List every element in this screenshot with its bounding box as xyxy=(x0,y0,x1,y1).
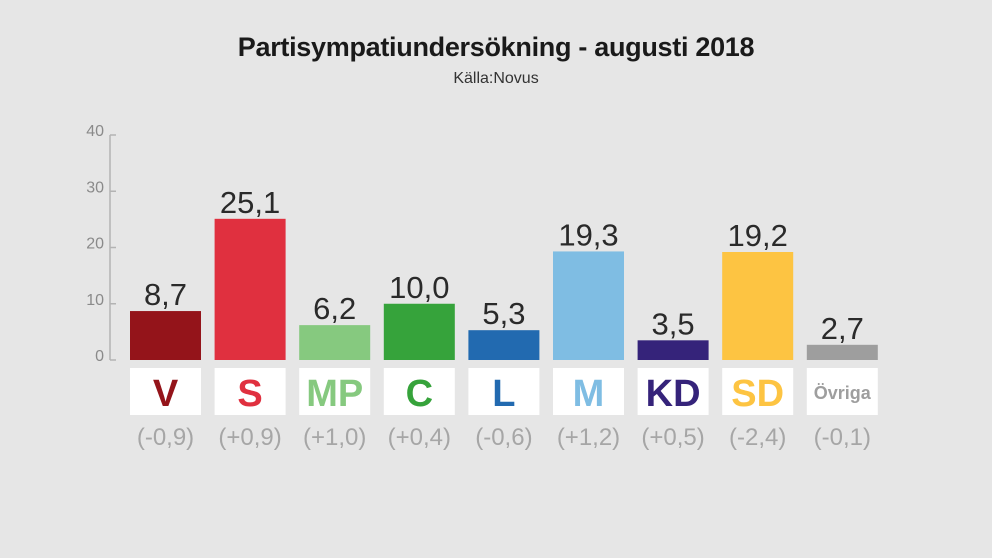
party-label-s: S xyxy=(237,373,262,415)
value-label-vriga: 2,7 xyxy=(821,311,864,346)
party-box-kd xyxy=(637,368,709,415)
bar-kd xyxy=(637,340,709,360)
bar-l xyxy=(468,330,540,360)
party-label-kd: KD xyxy=(646,373,701,415)
value-label-s: 25,1 xyxy=(220,185,280,220)
party-box-mp xyxy=(299,368,371,415)
chart-source: Källa:Novus xyxy=(453,70,539,87)
value-label-kd: 3,5 xyxy=(652,306,695,341)
change-label-v: (-0,9) xyxy=(137,424,194,451)
bar-c xyxy=(383,303,455,360)
bar-v xyxy=(130,311,201,360)
y-tick-label-40: 40 xyxy=(86,123,104,140)
y-tick-label-10: 10 xyxy=(86,292,104,309)
value-label-mp: 6,2 xyxy=(313,291,356,326)
party-box-sd xyxy=(722,368,794,415)
bar-sd xyxy=(722,252,794,360)
value-label-v: 8,7 xyxy=(144,277,187,312)
change-label-mp: (+1,0) xyxy=(303,424,366,451)
party-label-m: M xyxy=(573,373,605,415)
change-label-sd: (-2,4) xyxy=(729,424,786,451)
party-box-v xyxy=(130,368,201,415)
change-label-s: (+0,9) xyxy=(218,424,281,451)
change-label-c: (+0,4) xyxy=(388,424,451,451)
change-label-l: (-0,6) xyxy=(475,424,532,451)
party-box-l xyxy=(468,368,540,415)
party-box-s xyxy=(214,368,286,415)
bar-mp xyxy=(299,325,371,360)
party-label-c: C xyxy=(406,373,433,415)
value-label-c: 10,0 xyxy=(389,270,449,305)
bar-m xyxy=(553,251,624,360)
party-label-vriga: Övriga xyxy=(814,383,872,403)
change-label-m: (+1,2) xyxy=(557,424,620,451)
party-box-vriga xyxy=(806,368,878,415)
party-label-l: L xyxy=(492,373,515,415)
y-tick-label-30: 30 xyxy=(86,179,104,196)
y-tick-label-20: 20 xyxy=(86,236,104,253)
bar-s xyxy=(214,218,286,360)
party-box-m xyxy=(553,368,624,415)
party-label-sd: SD xyxy=(731,373,784,415)
change-label-kd: (+0,5) xyxy=(641,424,704,451)
party-box-c xyxy=(383,368,455,415)
bar-vriga xyxy=(806,344,878,360)
chart-title: Partisympatiundersökning - augusti 2018 xyxy=(237,32,755,62)
value-label-sd: 19,2 xyxy=(728,218,788,253)
y-tick-label-0: 0 xyxy=(95,348,104,365)
change-label-vriga: (-0,1) xyxy=(814,424,871,451)
value-label-m: 19,3 xyxy=(558,217,618,252)
value-label-l: 5,3 xyxy=(482,296,525,331)
party-label-mp: MP xyxy=(306,373,363,415)
party-label-v: V xyxy=(153,373,179,415)
